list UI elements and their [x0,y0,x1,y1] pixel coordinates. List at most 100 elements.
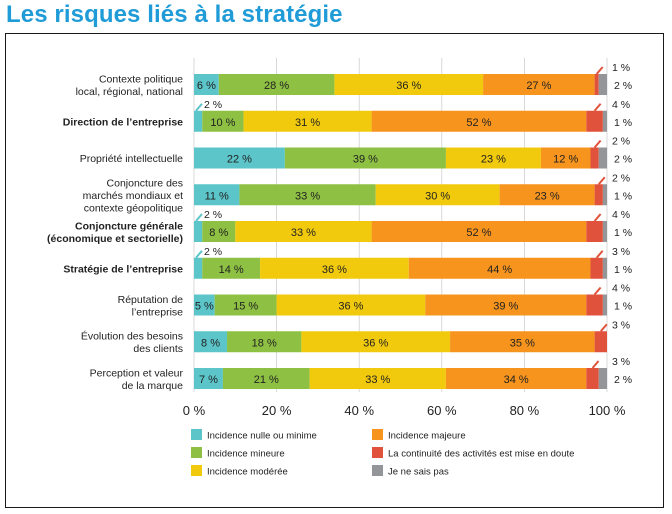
bar-segment [227,331,302,353]
bar-segment [598,147,607,169]
data-label: 28 % [264,80,289,92]
x-tick-label: 100 % [589,403,626,418]
data-label: 18 % [252,337,277,349]
bar-segment [594,331,607,353]
data-label: 1 % [614,264,632,276]
category-label: Réputation de [118,294,184,306]
bar-segment [450,331,595,353]
bar-segment [586,368,599,389]
bar-segment [445,368,587,389]
bar-segment [586,221,603,242]
data-label: 1 % [614,117,632,129]
bar-segment [222,368,310,389]
data-label: 10 % [210,117,235,129]
data-label: 2 % [204,99,222,111]
bar-segment [301,331,451,353]
data-label: 5 % [195,301,214,313]
data-label: 39 % [353,154,378,166]
category-label: Stratégie de l’entreprise [63,263,183,275]
data-label: 6 % [197,80,216,92]
category-label: Contexte politique [99,73,183,85]
bar-segment [334,74,484,95]
legend-swatch [191,465,202,476]
bar-segment [602,110,607,132]
data-label: 4 % [612,99,630,111]
data-label: 2 % [204,246,222,258]
data-label: 33 % [365,374,390,386]
bar-segment [371,221,587,242]
chart-title: Les risques liés à la stratégie [6,1,343,28]
bar-segment [590,257,603,279]
data-label: 27 % [526,80,551,92]
data-label: 7 % [199,374,218,386]
bar-segment [602,257,607,279]
data-label: 2 % [614,154,632,166]
bar-segment [194,74,219,95]
bar-segment [598,368,607,389]
legend-swatch [191,429,202,440]
data-label: 3 % [612,246,630,258]
category-label: Perception et valeur [90,367,184,379]
x-tick-label: 40 % [344,403,374,418]
bar-segment [594,74,599,95]
data-label: 36 % [396,80,421,92]
bar-segment [194,294,215,316]
bar-segment [194,257,203,279]
category-label: contexte géopolitique [84,202,183,214]
bar-segment [309,368,446,389]
category-label: Propriété intellectuelle [80,153,183,165]
data-label: 1 % [614,190,632,202]
legend-label: Incidence mineure [207,449,285,460]
x-tick-label: 60 % [427,403,457,418]
data-label: 34 % [504,374,529,386]
label-leader [593,286,602,296]
legend-swatch [372,465,383,476]
data-label: 15 % [233,301,258,313]
data-label: 36 % [363,337,388,349]
category-label: Conjoncture des [107,177,183,189]
label-leader [597,176,606,185]
data-label: 4 % [612,283,630,295]
data-label: 1 % [612,62,630,74]
bar-segment [375,184,500,206]
bar-segment [202,221,236,242]
data-label: 33 % [291,227,316,239]
data-label: 1 % [614,301,632,313]
data-label: 52 % [466,227,491,239]
data-label: 12 % [553,154,578,166]
label-leader [593,213,602,222]
bar-segment [194,221,203,242]
data-label: 52 % [466,117,491,129]
bar-segment [284,147,446,169]
bar-segment [586,110,603,132]
data-label: 8 % [209,227,228,239]
bar-segment [276,294,426,316]
bar-segment [586,294,603,316]
data-label: 11 % [205,190,229,202]
bar-segment [194,147,285,169]
data-label: 36 % [338,301,363,313]
x-tick-label: 0 % [183,403,206,418]
bar-segment [194,331,228,353]
legend-label: Incidence modérée [207,467,288,478]
bar-segment [602,294,607,316]
bar-segment [425,294,587,316]
label-leader [195,103,203,112]
data-label: 14 % [219,264,244,276]
legend-label: Je ne sais pas [388,467,449,478]
data-label: 36 % [322,264,347,276]
category-label: de la marque [122,380,183,392]
legend-swatch [191,447,202,458]
bar-segment [483,74,595,95]
bar-segment [594,184,603,206]
category-label: Conjoncture générale [75,220,183,232]
label-leader [195,213,203,222]
label-leader [595,66,604,75]
bar-segment [243,110,372,132]
data-label: 21 % [254,374,279,386]
chart-frame [5,33,664,508]
data-label: 31 % [295,117,320,129]
bar-segment [602,221,607,242]
data-label: 2 % [204,209,222,221]
bar-segment [371,110,587,132]
